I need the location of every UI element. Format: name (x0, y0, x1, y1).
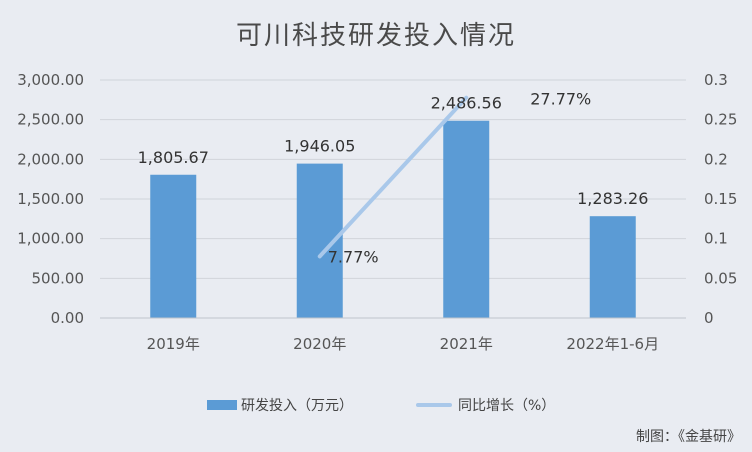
x-axis: 2019年 2020年 2021年 2022年1-6月 (100, 317, 686, 353)
right-axis-tick-label: 0.25 (704, 111, 737, 129)
right-axis: 0 0.05 0.1 0.15 0.2 0.25 0.3 (704, 71, 737, 327)
x-axis-tick-label: 2019年 (147, 335, 200, 353)
left-axis: 0.00 500.00 1,000.00 1,500.00 2,000.00 2,500.… (17, 71, 84, 327)
right-axis-tick-label: 0.15 (704, 190, 737, 208)
growth-line (317, 95, 469, 259)
left-axis-tick-label: 1,000.00 (17, 230, 84, 248)
right-axis-tick-label: 0.3 (704, 71, 728, 89)
credit-text: 制图：《金基研》 (636, 428, 741, 445)
left-axis-tick-label: 2,500.00 (17, 111, 84, 129)
data-labels: 1,805.67 1,946.05 2,486.56 1,283.26 7.77% 27.… (138, 90, 649, 267)
legend: 研发投入（万元） 同比增长（%） (207, 398, 555, 414)
bar (589, 216, 636, 318)
legend-label-bar: 研发投入（万元） (241, 398, 353, 414)
x-axis-tick-label: 2020年 (293, 335, 346, 353)
bar-series (150, 120, 636, 318)
x-axis-tick-label: 2022年1-6月 (566, 335, 659, 353)
bar-value-label: 1,946.05 (284, 137, 355, 156)
bar-value-label: 1,805.67 (138, 148, 209, 167)
grid-lines (100, 79, 686, 319)
bar (150, 174, 197, 318)
left-axis-tick-label: 0.00 (51, 309, 84, 327)
line-value-label: 27.77% (530, 90, 591, 109)
right-axis-tick-label: 0.1 (704, 230, 728, 248)
x-axis-tick-label: 2021年 (440, 335, 493, 353)
line-series (317, 95, 469, 259)
left-axis-tick-label: 3,000.00 (17, 71, 84, 89)
left-axis-tick-label: 2,000.00 (17, 150, 84, 168)
chart-title: 可川科技研发投入情况 (236, 21, 516, 51)
left-axis-tick-label: 500.00 (32, 269, 85, 287)
bar-value-label: 2,486.56 (431, 94, 502, 113)
right-axis-tick-label: 0.05 (704, 269, 737, 287)
left-axis-tick-label: 1,500.00 (17, 190, 84, 208)
legend-label-line: 同比增长（%） (458, 398, 555, 414)
legend-swatch-bar (207, 400, 237, 410)
right-axis-tick-label: 0.2 (704, 150, 728, 168)
line-value-label: 7.77% (328, 247, 379, 266)
right-axis-tick-label: 0 (704, 309, 714, 327)
bar-value-label: 1,283.26 (577, 189, 648, 208)
bar (443, 120, 490, 318)
